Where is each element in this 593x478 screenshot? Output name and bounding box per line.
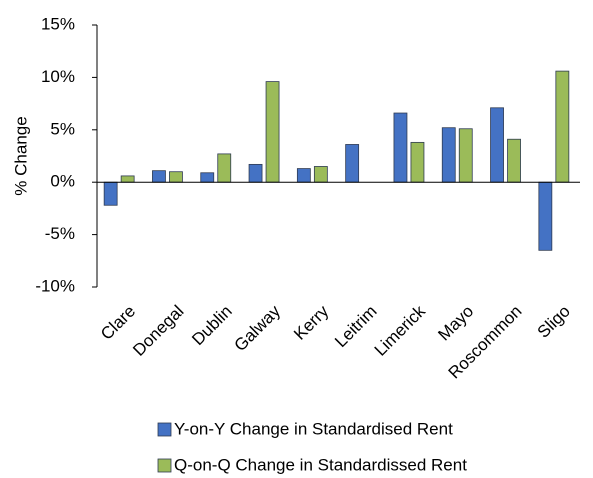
bar bbox=[169, 171, 183, 183]
bar bbox=[296, 168, 311, 183]
bar bbox=[200, 172, 215, 183]
x-tick-label: Galway bbox=[231, 301, 285, 355]
bar bbox=[217, 153, 232, 183]
bar bbox=[555, 70, 570, 183]
x-tick-label: Sligo bbox=[534, 302, 574, 342]
y-axis-title: % Change bbox=[11, 116, 30, 195]
bar bbox=[103, 181, 118, 206]
x-tick-label: Donegal bbox=[129, 302, 187, 360]
x-tick-label: Mayo bbox=[434, 302, 477, 345]
bar bbox=[490, 107, 504, 183]
legend-label: Q-on-Q Change in Standardissed Rent bbox=[174, 455, 467, 474]
bar bbox=[538, 181, 553, 251]
x-tick-label: Clare bbox=[97, 302, 139, 344]
y-tick-label: 0% bbox=[50, 172, 75, 191]
y-tick-label: 15% bbox=[41, 14, 75, 33]
x-tick-label: Limerick bbox=[371, 301, 430, 360]
legend-swatch bbox=[157, 458, 172, 473]
bar bbox=[120, 175, 135, 183]
bar bbox=[410, 141, 425, 183]
bar bbox=[265, 81, 280, 183]
legend-label: Y-on-Y Change in Standardised Rent bbox=[174, 419, 453, 438]
bar bbox=[507, 138, 521, 183]
y-tick-label: -10% bbox=[35, 276, 75, 295]
bar bbox=[345, 144, 360, 183]
bar bbox=[313, 166, 328, 183]
y-tick-label: -5% bbox=[45, 224, 75, 243]
bar bbox=[248, 163, 263, 183]
bar bbox=[152, 170, 166, 183]
y-tick-label: 5% bbox=[50, 119, 75, 138]
x-tick-label: Kerry bbox=[290, 301, 333, 344]
x-tick-label: Dublin bbox=[188, 302, 236, 350]
y-tick-label: 10% bbox=[41, 67, 75, 86]
bar bbox=[458, 128, 473, 183]
bar bbox=[441, 127, 456, 183]
legend-swatch bbox=[157, 422, 172, 437]
bar bbox=[393, 112, 408, 183]
